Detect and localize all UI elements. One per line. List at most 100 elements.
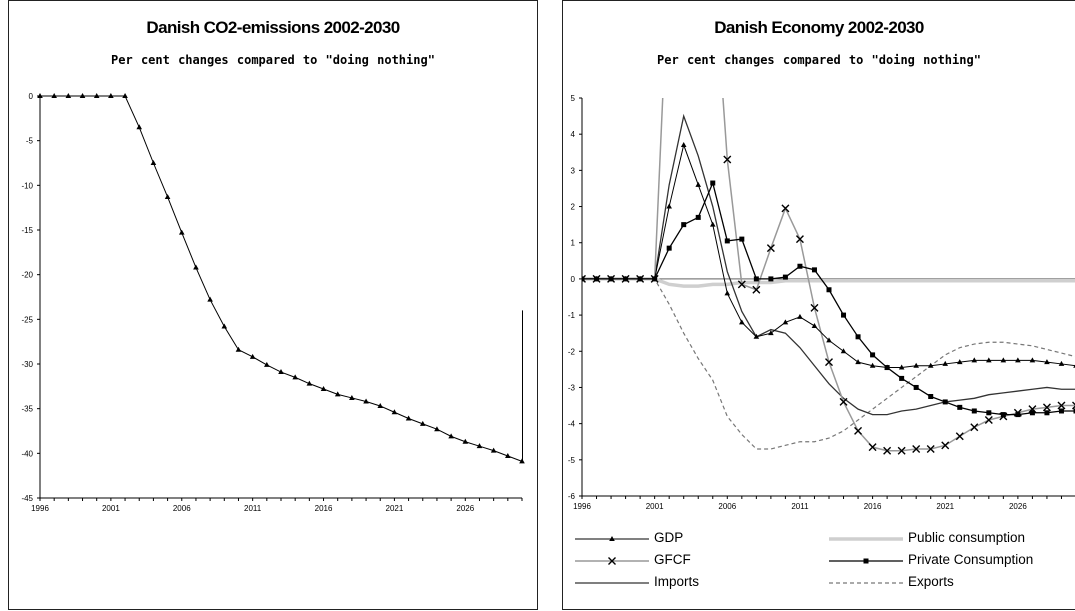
data-point-private-consumption — [652, 276, 657, 281]
y-tick-label: -45 — [21, 494, 33, 503]
data-point-private-consumption — [1015, 412, 1020, 417]
legend-label-imports: Imports — [654, 574, 699, 589]
x-tick-label: 2001 — [102, 504, 120, 513]
data-point-private-consumption — [856, 334, 861, 339]
data-point-private-consumption — [986, 410, 991, 415]
data-point — [151, 160, 157, 165]
data-point-private-consumption — [725, 238, 730, 243]
y-tick-label: -40 — [21, 449, 33, 458]
x-tick-label: 2026 — [1009, 502, 1027, 511]
data-point-private-consumption — [899, 376, 904, 381]
data-point-private-consumption — [928, 394, 933, 399]
data-point-private-consumption — [681, 222, 686, 227]
data-point-private-consumption — [943, 399, 948, 404]
legend-label-private-consumption: Private Consumption — [908, 552, 1033, 567]
y-tick-label: -15 — [21, 226, 33, 235]
data-point-private-consumption — [696, 215, 701, 220]
data-point — [136, 124, 142, 129]
x-tick-label: 2016 — [864, 502, 882, 511]
data-point — [264, 362, 270, 367]
y-tick-label: -1 — [568, 311, 576, 320]
data-point-private-consumption — [783, 275, 788, 280]
y-tick-label: -10 — [21, 181, 33, 190]
x-tick-label: 2021 — [936, 502, 954, 511]
data-point-gfcf — [782, 205, 789, 212]
x-tick-label: 2011 — [791, 502, 809, 511]
legend-label-gfcf: GFCF — [654, 552, 691, 567]
x-tick-label: 1996 — [573, 502, 591, 511]
data-point-private-consumption — [841, 313, 846, 318]
data-point-gdp — [855, 359, 861, 364]
data-point-private-consumption — [1059, 408, 1064, 413]
legend-label-public-consumption: Public consumption — [908, 530, 1025, 545]
data-point-gfcf — [840, 398, 847, 405]
data-point-private-consumption — [870, 352, 875, 357]
data-point-private-consumption — [754, 276, 759, 281]
data-point-private-consumption — [812, 267, 817, 272]
data-point-gdp — [695, 182, 701, 187]
data-point-private-consumption — [957, 405, 962, 410]
y-tick-label: -20 — [21, 271, 33, 280]
data-point-gfcf — [767, 245, 774, 252]
y-tick-label: -35 — [21, 405, 33, 414]
x-tick-label: 2006 — [173, 504, 191, 513]
data-point-private-consumption — [972, 408, 977, 413]
data-point-gdp — [739, 319, 745, 324]
y-tick-label: 4 — [571, 130, 576, 139]
data-point-private-consumption — [667, 246, 672, 251]
data-point-gdp — [710, 222, 716, 227]
x-tick-label: 2021 — [386, 504, 404, 513]
data-point-private-consumption — [710, 181, 715, 186]
y-tick-label: 5 — [571, 94, 576, 103]
data-point-gfcf — [855, 427, 862, 434]
x-tick-label: 2006 — [718, 502, 736, 511]
y-tick-label: -6 — [568, 492, 576, 501]
legend-marker-private-consumption — [864, 559, 869, 564]
series-line-exports — [582, 279, 1075, 449]
y-tick-label: -25 — [21, 315, 33, 324]
data-point-private-consumption — [1030, 410, 1035, 415]
y-tick-label: -2 — [568, 347, 576, 356]
data-point-private-consumption — [827, 287, 832, 292]
data-point — [165, 194, 171, 199]
series-line-private-consumption — [582, 183, 1075, 415]
data-point-private-consumption — [885, 365, 890, 370]
x-tick-label: 2026 — [456, 504, 474, 513]
data-point-gfcf — [753, 286, 760, 293]
data-point — [179, 230, 185, 235]
y-tick-label: -3 — [568, 383, 576, 392]
data-point-gdp — [681, 142, 687, 147]
data-point-private-consumption — [1001, 412, 1006, 417]
data-point-private-consumption — [594, 276, 599, 281]
y-tick-label: 1 — [571, 239, 576, 248]
data-point-private-consumption — [1044, 410, 1049, 415]
data-point — [236, 347, 242, 352]
data-point-gdp — [724, 290, 730, 295]
data-point — [193, 265, 199, 270]
data-point-gdp — [812, 323, 818, 328]
legend-label-gdp: GDP — [654, 530, 683, 545]
y-tick-label: 2 — [571, 203, 576, 212]
data-point-private-consumption — [623, 276, 628, 281]
data-point-private-consumption — [914, 385, 919, 390]
y-tick-label: -5 — [26, 137, 34, 146]
y-tick-label: -4 — [568, 420, 576, 429]
data-point-gfcf — [956, 433, 963, 440]
y-tick-label: 0 — [571, 275, 576, 284]
x-tick-label: 2011 — [244, 504, 262, 513]
series-group — [579, 1, 1075, 454]
data-point-private-consumption — [638, 276, 643, 281]
y-tick-label: -5 — [568, 456, 576, 465]
data-point-private-consumption — [609, 276, 614, 281]
y-tick-label: 3 — [571, 166, 576, 175]
data-point-gdp — [797, 314, 803, 319]
data-point-gdp — [666, 204, 672, 209]
co2-emissions-chart-panel: Danish CO2-emissions 2002-2030 Per cent … — [8, 0, 538, 610]
y-tick-label: 0 — [29, 92, 34, 101]
x-tick-label: 2001 — [646, 502, 664, 511]
y-tick-label: -30 — [21, 360, 33, 369]
data-point-gfcf — [971, 424, 978, 431]
legend-label-exports: Exports — [908, 574, 954, 589]
data-point — [221, 323, 227, 328]
